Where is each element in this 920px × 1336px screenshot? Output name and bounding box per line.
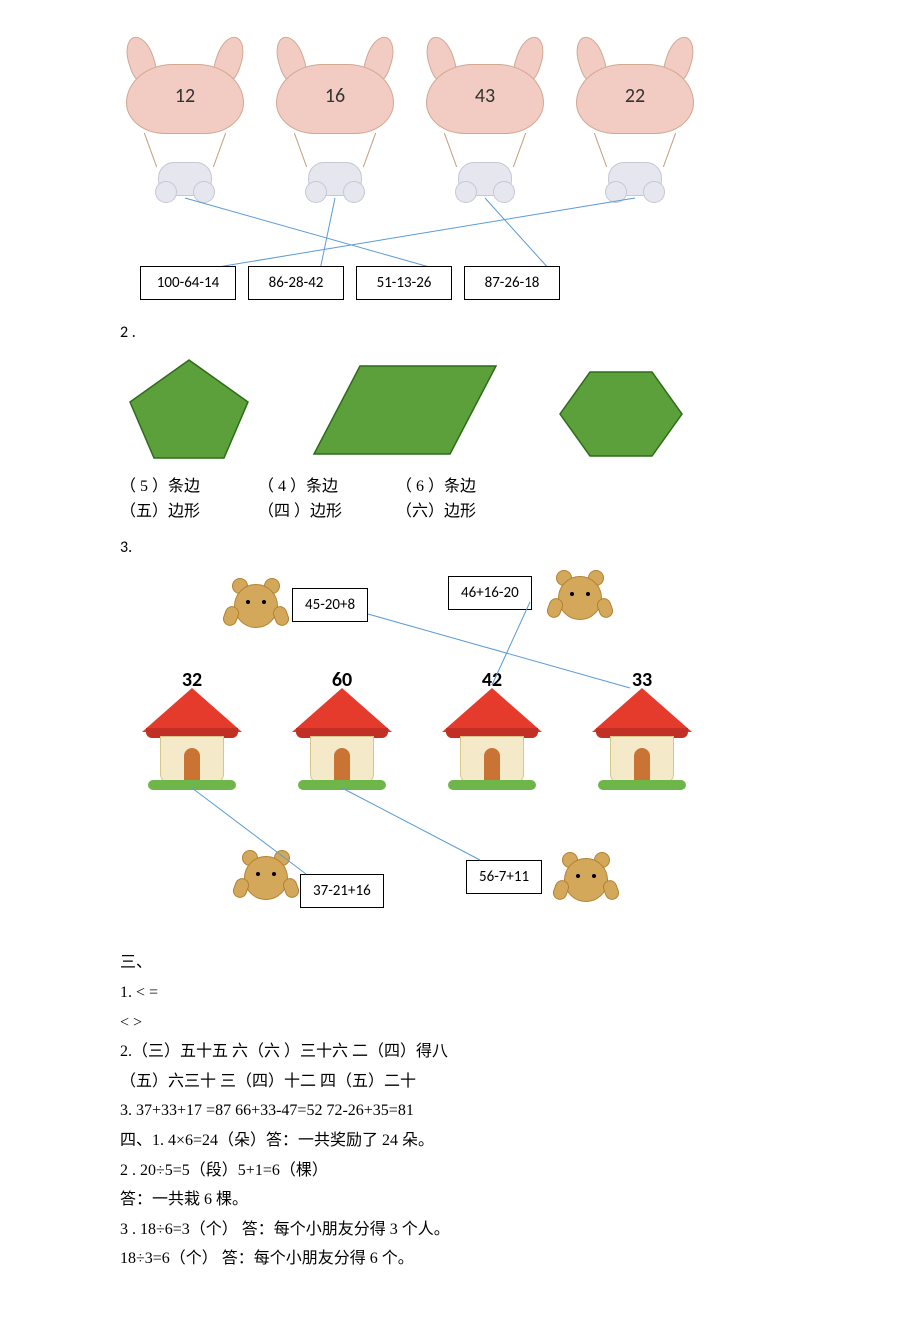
mouse-icon [552,570,608,626]
expr-box-top-2: 46+16-20 [448,576,532,610]
ans-3: 3. 37+33+17 =87 66+33-47=52 72-26+35=81 [120,1098,800,1124]
cloud-icon [458,162,512,196]
cap-name-3: （六）边形 [396,499,516,525]
expr-box-bot-1: 37-21+16 [300,874,384,908]
cap-sides-2: （ 4 ）条边 [258,474,378,500]
expr-box-2: 86-28-42 [248,266,344,300]
rabbit-3: 43 [420,40,550,200]
mouse-icon [228,578,284,634]
expr-box-4: 87-26-18 [464,266,560,300]
ans-4-3: 3 . 18÷6=3（个） 答：每个小朋友分得 3 个人。 [120,1217,800,1243]
q3-label: 3. [120,535,800,561]
ans-4-3b: 18÷3=6（个） 答：每个小朋友分得 6 个。 [120,1246,800,1272]
mouse-icon [238,850,294,906]
heading-three: 三、 [120,950,800,976]
cloud-icon [608,162,662,196]
house-2: 60 [290,670,394,790]
expr-box-3: 51-13-26 [356,266,452,300]
ans-4-2: 2 . 20÷5=5（段）5+1=6（棵） [120,1158,800,1184]
rabbit-1: 12 [120,40,250,200]
mice-houses-section: 45-20+8 46+16-20 32 60 42 33 [120,570,800,930]
cap-sides-3: （ 6 ）条边 [396,474,516,500]
ans-2-2: （五）六三十 三（四）十二 四（五）二十 [120,1069,800,1095]
cap-name-1: （五）边形 [120,499,240,525]
shapes-section: 2 . （ 5 ）条边 （ 4 ）条边 （ 6 ）条边 （五）边形 （四 ）边形… [120,320,800,525]
ans-1-1: 1. < = [120,980,800,1006]
rabbit-row: 12 16 43 [120,40,800,200]
q2-label: 2 . [120,320,800,346]
rabbit-num-3: 43 [420,80,550,112]
ans-1-2: < > [120,1010,800,1036]
ans-4-2b: 答：一共栽 6 棵。 [120,1187,800,1213]
answers-section: 三、 1. < = < > 2.（三）五十五 六（六 ）三十六 二（四）得八 （… [120,950,800,1272]
hexagon-icon [556,364,686,464]
house-3: 42 [440,670,544,790]
expr-box-top-1: 45-20+8 [292,588,368,622]
cap-sides-1: （ 5 ）条边 [120,474,240,500]
ans-2-1: 2.（三）五十五 六（六 ）三十六 二（四）得八 [120,1039,800,1065]
house-4: 33 [590,670,694,790]
rabbit-4: 22 [570,40,700,200]
pentagon-icon [124,354,254,464]
rabbit-num-4: 22 [570,80,700,112]
rabbit-num-1: 12 [120,80,250,112]
cap-name-2: （四 ）边形 [258,499,378,525]
cloud-icon [158,162,212,196]
house-1: 32 [140,670,244,790]
shape-row [120,354,800,464]
ans-4-1: 四、1. 4×6=24（朵）答：一共奖励了 24 朵。 [120,1128,800,1154]
rabbit-num-2: 16 [270,80,400,112]
cloud-icon [308,162,362,196]
expression-row: 100-64-14 86-28-42 51-13-26 87-26-18 [140,266,560,300]
expr-box-1: 100-64-14 [140,266,236,300]
expr-box-bot-2: 56-7+11 [466,860,542,894]
rabbit-matching: 12 16 43 [120,40,800,300]
rabbit-2: 16 [270,40,400,200]
shape-captions: （ 5 ）条边 （ 4 ）条边 （ 6 ）条边 （五）边形 （四 ）边形 （六）… [120,474,800,525]
mouse-icon [558,852,614,908]
parallelogram-icon [310,354,500,464]
